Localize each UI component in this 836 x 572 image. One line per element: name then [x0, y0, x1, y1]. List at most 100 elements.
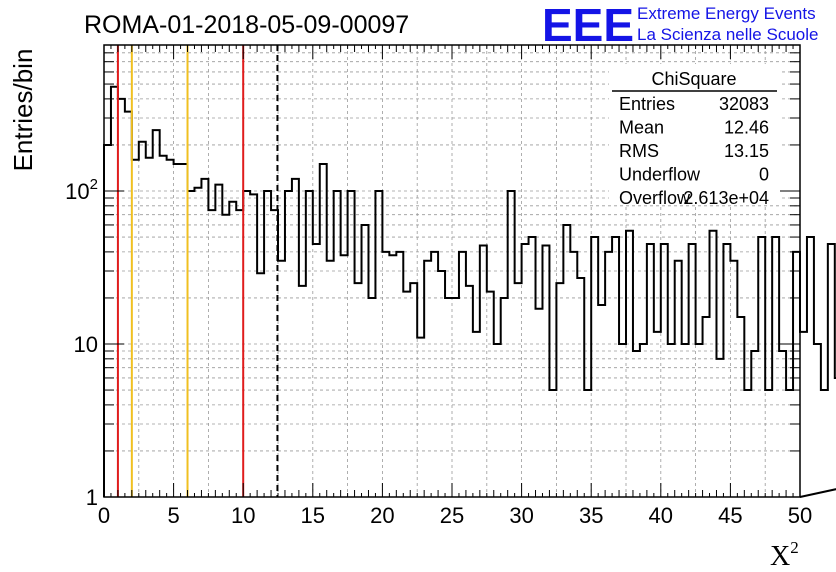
histogram-bin — [348, 191, 355, 497]
marker-lines — [116, 45, 279, 497]
histogram-bin — [765, 390, 772, 497]
histogram-bin — [675, 261, 682, 497]
histogram-bin — [710, 231, 717, 497]
histogram-bin — [696, 344, 703, 497]
histogram-bin — [389, 255, 396, 497]
histogram-bin — [396, 252, 403, 497]
y-tick-label-base: 10 — [65, 179, 89, 204]
axis-ticks — [103, 44, 801, 498]
histogram-bin — [174, 164, 181, 497]
histogram-bin — [758, 237, 765, 497]
histogram-bin — [772, 237, 779, 497]
eee-logo: EEE — [542, 0, 634, 51]
histogram-bin — [111, 87, 118, 497]
y-tick-label: 10 — [74, 332, 98, 357]
stats-row-value: 0 — [759, 165, 769, 185]
x-tick-label: 50 — [788, 503, 812, 528]
histogram-bin — [181, 164, 188, 497]
histogram-bin — [501, 298, 508, 497]
histogram-bin — [341, 255, 348, 497]
histogram-bin — [438, 271, 445, 497]
histogram-bin — [814, 344, 821, 497]
histogram-bin — [236, 210, 243, 497]
histogram-bin — [153, 130, 160, 497]
histogram-bin — [188, 191, 195, 497]
histogram-bin — [800, 332, 807, 497]
histogram-bin — [522, 244, 529, 497]
histogram-bin — [375, 191, 382, 497]
x-axis-label: X2 — [770, 538, 799, 572]
histogram-bin — [257, 273, 264, 497]
histogram-bin — [160, 156, 167, 497]
histogram-bin — [417, 338, 424, 497]
histogram-bin — [779, 351, 786, 497]
stats-rows: Entries 32083 Mean 12.46 RMS 13.15 Underflow 0 O… — [619, 94, 769, 208]
histogram-bin — [215, 185, 222, 497]
histogram-bin — [605, 252, 612, 497]
histogram-bin — [194, 188, 201, 497]
stats-title: ChiSquare — [651, 69, 736, 89]
histogram-bin — [577, 278, 584, 497]
histogram-bin — [313, 244, 320, 497]
histogram-bin — [689, 244, 696, 497]
histogram-bin — [334, 191, 341, 497]
logo-line-2: La Scienza nelle Scuole — [637, 25, 818, 44]
histogram-bin — [647, 244, 654, 497]
stats-box-background — [609, 64, 779, 204]
histogram-bin — [633, 351, 640, 497]
histogram-bin — [793, 252, 800, 497]
histogram-bin — [285, 191, 292, 497]
histogram-bin — [139, 142, 146, 497]
x-tick-label: 35 — [579, 503, 603, 528]
stats-row-value: 32083 — [719, 94, 769, 114]
x-tick-label: 40 — [649, 503, 673, 528]
histogram-bin — [598, 305, 605, 497]
histogram-bin — [229, 202, 236, 497]
histogram-bin — [167, 160, 174, 497]
x-tick-label: 15 — [301, 503, 325, 528]
histogram-bin — [682, 344, 689, 497]
x-tick-label: 5 — [167, 503, 179, 528]
x-axis-label-main: X — [770, 541, 790, 572]
y-tick-label: 1 — [86, 485, 98, 510]
histogram-bin — [222, 215, 229, 497]
histogram-bin — [556, 283, 563, 497]
histogram-bin — [480, 246, 487, 497]
histogram-bin — [612, 237, 619, 497]
y-tick-label-base: 1 — [86, 485, 98, 510]
histogram-bin — [362, 225, 369, 497]
stats-row-value: 13.15 — [724, 141, 769, 161]
y-tick-label-sup: 2 — [90, 176, 98, 193]
histogram-bin — [368, 298, 375, 497]
histogram-bin — [723, 244, 730, 497]
stats-row-label: Entries — [619, 94, 675, 114]
histogram-bin — [292, 179, 299, 497]
histogram-bin — [459, 252, 466, 497]
x-tick-label: 0 — [98, 503, 110, 528]
histogram-bin — [508, 191, 515, 497]
histogram-bin — [619, 344, 626, 497]
histogram-bin — [118, 99, 125, 497]
histogram-bin — [737, 317, 744, 497]
histogram-bin — [355, 283, 362, 497]
histogram-bin — [515, 283, 522, 497]
histogram-bin — [730, 261, 737, 497]
y-axis-label: Entries/bin — [8, 49, 38, 172]
histogram-bin — [208, 210, 215, 497]
histogram-bin — [327, 261, 334, 497]
histogram-bin — [661, 244, 668, 497]
x-tick-label: 30 — [509, 503, 533, 528]
histogram-bin — [452, 298, 459, 497]
stats-row-label: RMS — [619, 141, 659, 161]
histogram-bin — [473, 332, 480, 497]
histogram-bin — [668, 344, 675, 497]
stats-box: ChiSquare Entries 32083 Mean 12.46 RMS 13.15 U… — [609, 64, 779, 208]
histogram-bin — [807, 237, 814, 497]
histogram-bin — [264, 191, 271, 497]
stats-row-value: 2.613e+04 — [683, 188, 769, 208]
histogram-bin — [243, 191, 250, 497]
histogram-bin — [125, 112, 132, 497]
histogram-bin — [584, 390, 591, 497]
y-tick-label-base: 10 — [74, 332, 98, 357]
